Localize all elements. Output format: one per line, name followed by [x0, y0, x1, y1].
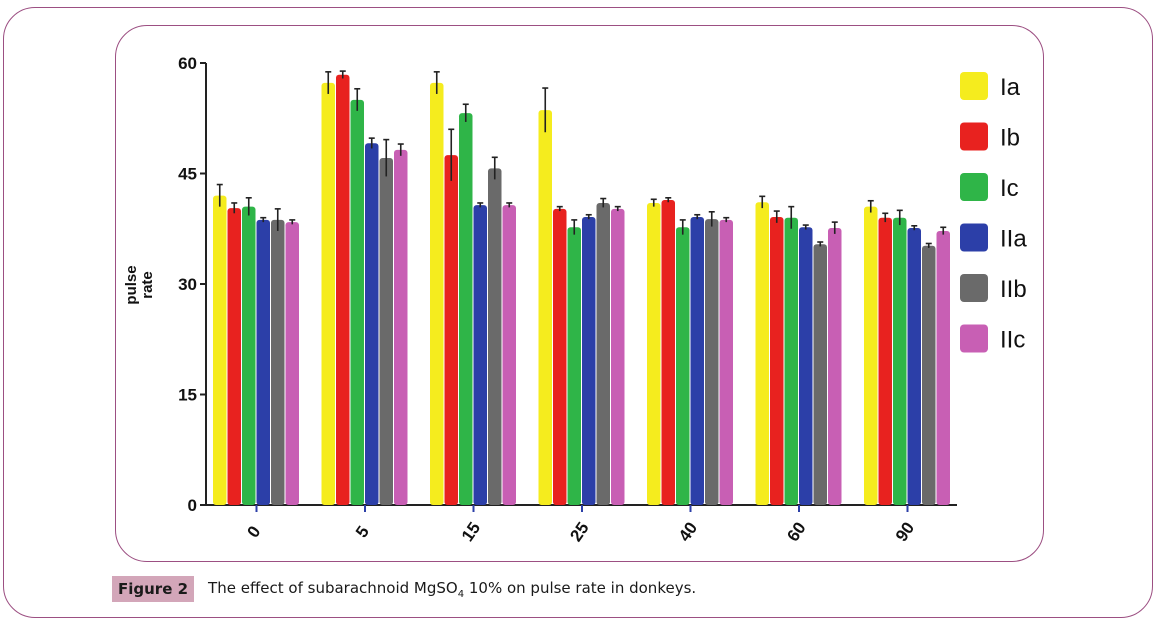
bar: [719, 219, 733, 505]
caption-text-tail: 10% on pulse rate in donkeys.: [464, 578, 697, 597]
bar: [907, 228, 921, 505]
bars: [213, 70, 950, 506]
x-tick-label: 90: [892, 519, 918, 545]
bar: [473, 205, 487, 505]
bar: [770, 216, 784, 506]
caption-text-main: The effect of subarachnoid MgSO: [208, 578, 458, 597]
legend-swatch: [960, 173, 988, 201]
bar: [350, 99, 364, 505]
x-tick-label: 40: [675, 519, 701, 545]
bar: [676, 227, 690, 505]
bar: [828, 228, 842, 505]
legend-swatch: [960, 274, 988, 302]
legend-label: Ic: [1000, 175, 1019, 202]
legend-label: IIc: [1000, 327, 1025, 354]
y-axis: 0 15 30 45 60: [178, 54, 207, 515]
bar: [213, 195, 227, 505]
outer-frame: [3, 7, 1153, 618]
bar: [690, 216, 704, 506]
bar: [379, 158, 393, 505]
bar: [813, 244, 827, 505]
legend: Ia Ib Ic IIa IIb IIc: [960, 72, 1027, 354]
legend-swatch: [960, 72, 988, 100]
bar: [647, 202, 661, 505]
x-axis: 0 5 15 25 40 60 90: [206, 504, 957, 545]
x-tick-label: 60: [783, 519, 809, 545]
bar: [227, 208, 241, 505]
bar: [488, 168, 502, 506]
bar: [538, 110, 552, 505]
bar: [242, 206, 256, 505]
legend-swatch: [960, 122, 988, 151]
x-tick-label: 15: [458, 519, 484, 545]
legend-label: IIb: [1000, 276, 1027, 303]
bar: [271, 219, 285, 505]
bar: [394, 149, 408, 505]
bar: [784, 217, 798, 505]
y-tick-label: 0: [188, 496, 197, 515]
bar: [321, 82, 335, 505]
bar: [444, 155, 458, 506]
bar: [893, 217, 907, 505]
figure-caption: Figure 2 The effect of subarachnoid MgSO…: [112, 576, 696, 602]
bar: [864, 206, 878, 505]
legend-label: Ia: [1000, 74, 1021, 101]
y-tick-label: 15: [178, 386, 197, 405]
bar: [430, 82, 444, 505]
bar: [936, 230, 950, 505]
bar: [582, 216, 596, 506]
figure-label: Figure 2: [112, 576, 195, 602]
bar: [661, 200, 675, 505]
bar: [922, 245, 936, 505]
bar: [365, 143, 379, 505]
caption-text: The effect of subarachnoid MgSO4 10% on …: [208, 579, 696, 600]
bar: [459, 113, 473, 506]
bar: [596, 202, 610, 505]
legend-label: Ib: [1000, 125, 1020, 152]
x-tick-label: 25: [566, 519, 592, 545]
y-tick-label: 30: [178, 275, 197, 294]
bar: [705, 219, 719, 505]
x-tick-label: 0: [243, 523, 264, 542]
x-tick-label: 5: [352, 523, 373, 542]
bar: [799, 227, 813, 505]
y-axis-title-line1: pulse: [123, 265, 140, 304]
bar: [878, 217, 892, 505]
legend-label: IIa: [1000, 226, 1027, 253]
bar: [285, 222, 299, 505]
bar: [256, 219, 270, 505]
caption-subscript: 4: [457, 588, 465, 600]
chart-frame: [115, 25, 1044, 562]
y-tick-label: 60: [178, 54, 197, 73]
legend-swatch: [960, 223, 988, 252]
bar: [336, 74, 350, 505]
bar: [553, 208, 567, 506]
y-tick-label: 45: [178, 165, 197, 184]
y-axis-title-line2: rate: [139, 271, 156, 299]
bar: [755, 202, 769, 506]
legend-swatch: [960, 324, 988, 353]
bar: [567, 227, 581, 505]
bar: [502, 205, 516, 505]
bar: [611, 208, 625, 506]
